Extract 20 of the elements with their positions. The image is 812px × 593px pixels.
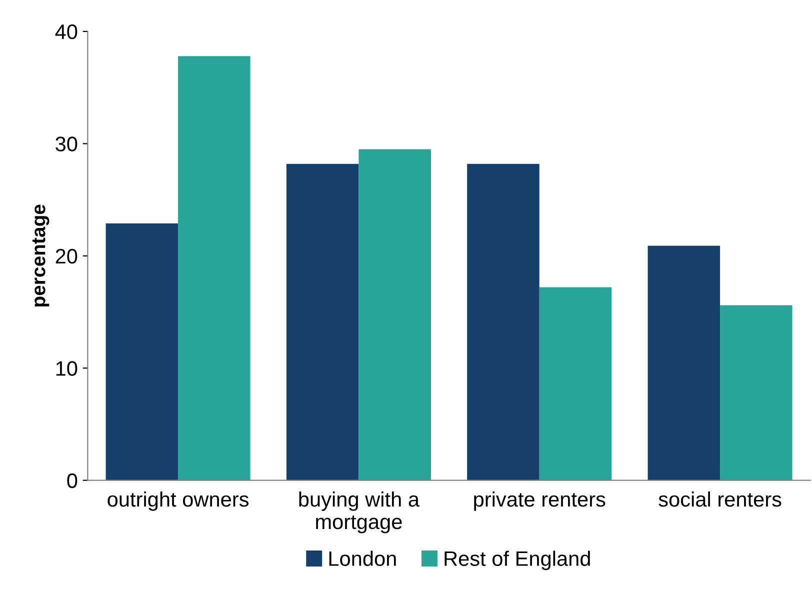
x-tick-label: social renters bbox=[658, 491, 782, 507]
bar bbox=[178, 56, 250, 480]
bar bbox=[648, 246, 720, 480]
x-tick-label: buying with a mortgage bbox=[299, 491, 420, 534]
y-tick-label: 10 bbox=[56, 361, 78, 376]
y-tick-label: 20 bbox=[56, 248, 78, 264]
y-axis-title: percentage bbox=[32, 204, 50, 306]
x-tick-label: private renters bbox=[474, 491, 606, 511]
legend-label: London bbox=[329, 550, 396, 566]
bar bbox=[286, 164, 359, 480]
legend-label: Rest of England bbox=[444, 550, 590, 570]
bar bbox=[720, 305, 792, 480]
y-tick-label: 40 bbox=[55, 24, 78, 40]
bar bbox=[539, 287, 612, 480]
bar bbox=[467, 164, 540, 480]
y-tick-label: 30 bbox=[56, 136, 78, 152]
bar bbox=[106, 223, 178, 480]
y-tick-label: 0 bbox=[67, 473, 78, 488]
x-tick-label: outright owners bbox=[108, 491, 248, 511]
bar bbox=[358, 149, 431, 480]
